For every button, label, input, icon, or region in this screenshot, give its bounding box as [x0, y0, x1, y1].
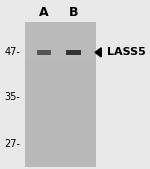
Bar [25, 22, 96, 167]
Bar [37, 50, 51, 54]
Text: A: A [39, 6, 49, 19]
Text: 27-: 27- [4, 139, 21, 150]
Text: 35-: 35- [5, 92, 21, 102]
Text: B: B [69, 6, 79, 19]
Polygon shape [95, 48, 101, 57]
Bar [66, 50, 81, 54]
Bar [25, 22, 96, 59]
Text: LASS5: LASS5 [107, 47, 146, 57]
Text: 47-: 47- [5, 47, 21, 57]
